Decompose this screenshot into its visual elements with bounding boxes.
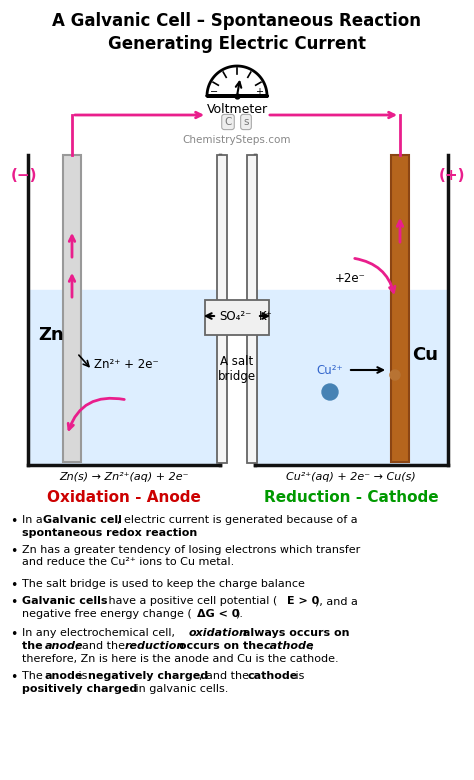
Text: ), and a: ), and a [315, 596, 358, 606]
Text: therefore, Zn is here is the anode and Cu is the cathode.: therefore, Zn is here is the anode and C… [22, 654, 338, 664]
Text: the: the [22, 641, 46, 651]
Text: Oxidation - Anode: Oxidation - Anode [47, 490, 201, 505]
Text: +: + [255, 87, 264, 97]
Text: , electric current is generated because of a: , electric current is generated because … [117, 515, 357, 525]
Text: The salt bridge is used to keep the charge balance: The salt bridge is used to keep the char… [22, 579, 305, 589]
Text: is: is [292, 671, 304, 681]
Text: spontaneous redox reaction: spontaneous redox reaction [22, 528, 197, 538]
Text: Cu²⁺: Cu²⁺ [317, 363, 343, 377]
Text: •: • [10, 628, 18, 641]
Text: ΔG < 0: ΔG < 0 [197, 609, 239, 619]
Circle shape [390, 370, 400, 380]
Text: (−): (−) [11, 168, 37, 183]
Text: Reduction - Cathode: Reduction - Cathode [264, 490, 438, 505]
Text: Generating Electric Current: Generating Electric Current [108, 35, 366, 53]
Text: Zn: Zn [38, 326, 64, 344]
Text: , and the: , and the [75, 641, 128, 651]
Text: Cu²⁺(aq) + 2e⁻ → Cu(s): Cu²⁺(aq) + 2e⁻ → Cu(s) [286, 472, 416, 482]
Text: positively charged: positively charged [22, 684, 137, 694]
Text: •: • [10, 596, 18, 609]
Text: •: • [10, 515, 18, 528]
FancyBboxPatch shape [63, 155, 81, 462]
FancyBboxPatch shape [247, 155, 257, 463]
Text: is: is [75, 671, 91, 681]
Text: Voltmeter: Voltmeter [207, 103, 267, 116]
Text: (+): (+) [439, 168, 465, 183]
Text: .: . [172, 528, 176, 538]
Text: negative free energy change (: negative free energy change ( [22, 609, 192, 619]
Text: The: The [22, 671, 46, 681]
Text: In any electrochemical cell,: In any electrochemical cell, [22, 628, 179, 638]
Polygon shape [207, 66, 267, 96]
Text: , and the: , and the [199, 671, 253, 681]
Text: s: s [243, 117, 249, 127]
Text: ChemistrySteps.com: ChemistrySteps.com [183, 135, 291, 145]
Text: cathode: cathode [248, 671, 298, 681]
Text: ,: , [309, 641, 312, 651]
Text: reduction: reduction [125, 641, 185, 651]
Text: cathode: cathode [264, 641, 315, 651]
Text: •: • [10, 545, 18, 558]
Text: −: − [210, 87, 219, 97]
FancyBboxPatch shape [391, 155, 409, 462]
Text: •: • [10, 579, 18, 592]
Text: in galvanic cells.: in galvanic cells. [132, 684, 228, 694]
FancyBboxPatch shape [217, 155, 227, 463]
Text: +2e⁻: +2e⁻ [335, 271, 365, 285]
Text: Zn(s) → Zn²⁺(aq) + 2e⁻: Zn(s) → Zn²⁺(aq) + 2e⁻ [59, 472, 189, 482]
Text: Galvanic cell: Galvanic cell [43, 515, 122, 525]
Text: E > 0: E > 0 [287, 596, 319, 606]
Text: Zn²⁺ + 2e⁻: Zn²⁺ + 2e⁻ [94, 359, 159, 371]
Text: In a: In a [22, 515, 46, 525]
Text: oxidation: oxidation [189, 628, 248, 638]
Text: negatively charged: negatively charged [88, 671, 208, 681]
Text: Cu: Cu [412, 346, 438, 364]
FancyBboxPatch shape [205, 300, 269, 335]
Text: K⁺: K⁺ [259, 310, 273, 322]
Circle shape [322, 384, 338, 400]
Text: occurs on the: occurs on the [175, 641, 267, 651]
Text: anode: anode [45, 671, 83, 681]
Text: Zn has a greater tendency of losing electrons which transfer
and reduce the Cu²⁺: Zn has a greater tendency of losing elec… [22, 545, 360, 566]
Text: A Galvanic Cell – Spontaneous Reaction: A Galvanic Cell – Spontaneous Reaction [53, 12, 421, 30]
Text: have a positive cell potential (: have a positive cell potential ( [105, 596, 277, 606]
Text: anode: anode [45, 641, 83, 651]
Text: •: • [10, 671, 18, 684]
Text: ).: ). [235, 609, 243, 619]
Text: SO₄²⁻: SO₄²⁻ [219, 310, 251, 322]
Text: always occurs on: always occurs on [239, 628, 349, 638]
Text: Galvanic cells: Galvanic cells [22, 596, 108, 606]
Text: C: C [224, 117, 232, 127]
Text: A salt
bridge: A salt bridge [218, 355, 256, 383]
